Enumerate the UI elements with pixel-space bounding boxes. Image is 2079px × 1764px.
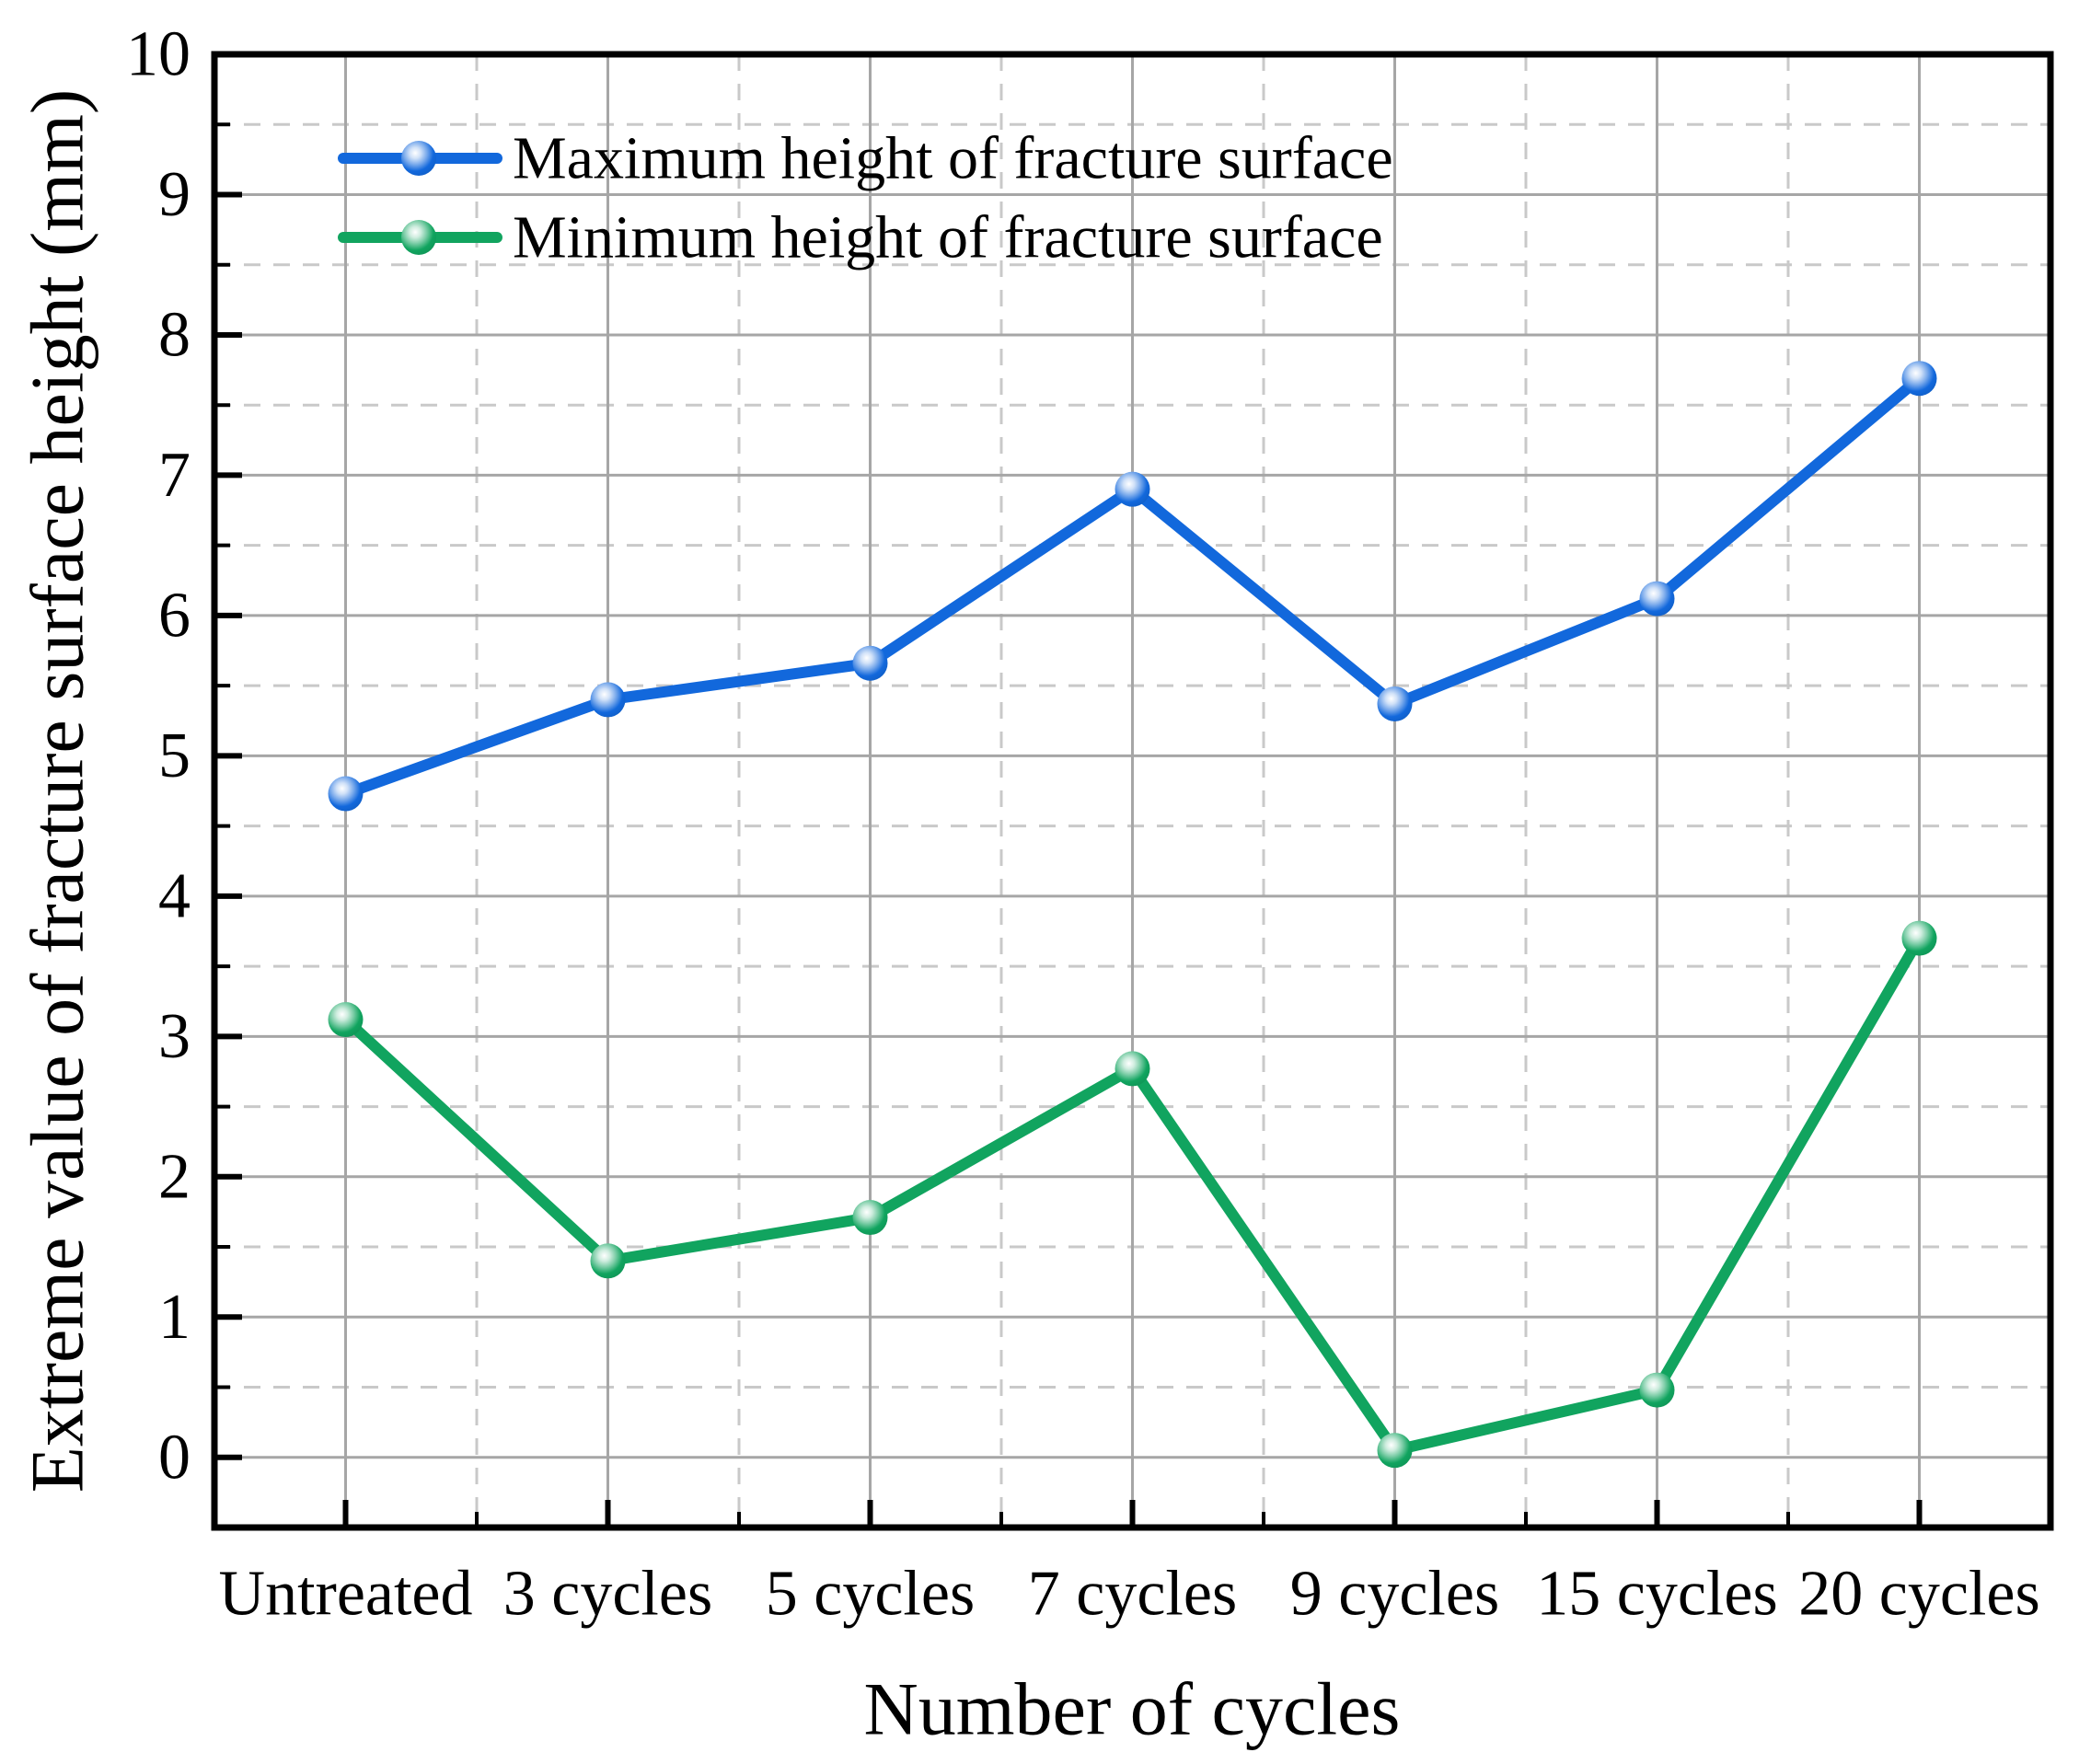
data-point-marker [1115,471,1150,507]
data-series [328,361,1937,1469]
x-tick-label: Untreated [219,1559,473,1630]
x-tick-label: 3 cycles [503,1559,712,1630]
x-tick-label: 7 cycles [1028,1559,1237,1630]
major-gridlines [214,54,2050,1528]
y-tick-label: 8 [158,300,191,371]
y-tick-label: 0 [158,1422,191,1493]
data-point-marker [1639,581,1675,617]
x-axis-title: Number of cycles [864,1667,1401,1751]
x-tick-label: 20 cycles [1798,1559,2039,1630]
y-tick-label: 3 [158,1001,191,1072]
legend-label-maximum: Maximum height of fracture surface [513,125,1393,192]
y-tick-label: 7 [158,440,191,511]
y-tick-label: 9 [158,159,191,230]
y-tick-label: 5 [158,721,191,791]
data-point-marker [1639,1372,1675,1408]
y-tick-label: 2 [158,1141,191,1212]
y-tick-label: 4 [158,860,191,931]
x-tick-label: 15 cycles [1536,1559,1777,1630]
y-tick-label: 10 [126,19,191,90]
data-point-marker [1115,1051,1150,1087]
data-point-marker [328,776,364,812]
y-tick-label: 1 [158,1282,191,1353]
data-point-marker [328,1002,364,1038]
data-point-marker [1377,1433,1413,1469]
x-tick-label: 5 cycles [766,1559,975,1630]
legend-label-minimum: Minimum height of fracture surface [513,204,1383,271]
data-point-marker [590,682,626,718]
data-point-marker [1901,920,1937,956]
legend-markers [338,141,502,255]
legend-marker [401,220,436,255]
data-point-marker [852,1200,888,1236]
legend-marker [401,141,436,176]
data-point-marker [1377,686,1413,721]
x-tick-label: 9 cycles [1290,1559,1499,1630]
y-axis-title: Extreme value of fracture surface height… [16,89,99,1493]
axes-frame [211,51,2054,1531]
data-point-marker [852,645,888,681]
data-point-marker [590,1243,626,1279]
data-point-marker [1901,361,1937,397]
y-tick-label: 6 [158,580,191,651]
